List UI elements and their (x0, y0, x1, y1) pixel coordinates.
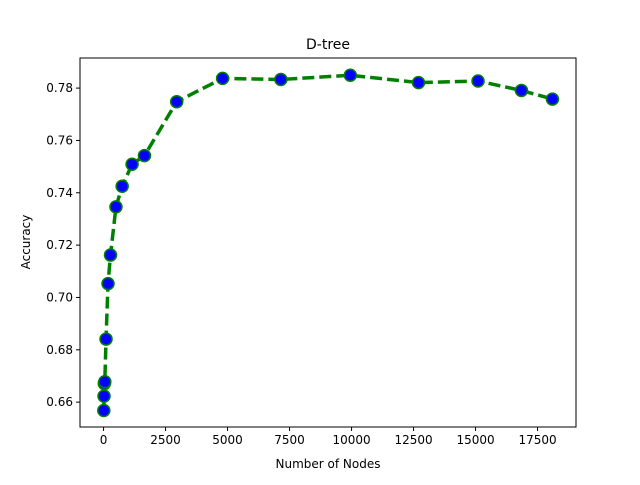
data-point (115, 179, 129, 193)
x-axis-label: Number of Nodes (276, 457, 381, 471)
x-tick-label: 7500 (274, 433, 305, 447)
data-point (411, 75, 426, 90)
y-tick-label: 0.78 (46, 81, 73, 95)
y-tick-label: 0.70 (46, 290, 73, 304)
data-point (215, 71, 230, 86)
y-tick-label: 0.72 (46, 238, 73, 252)
axes-frame (79, 57, 577, 428)
chart-title: D-tree (306, 37, 350, 53)
data-point (125, 157, 139, 172)
y-tick-label: 0.74 (46, 186, 73, 200)
plot-area (97, 68, 560, 418)
x-tick-label: 0 (100, 433, 108, 447)
data-point (514, 83, 529, 98)
x-tick-label: 15000 (456, 433, 494, 447)
y-tick-label: 0.76 (46, 133, 73, 147)
data-point (97, 403, 111, 418)
data-point (97, 389, 111, 403)
data-point (343, 68, 358, 83)
data-point (545, 92, 560, 106)
data-point (98, 374, 112, 389)
data-point (471, 74, 485, 88)
data-point (99, 332, 113, 346)
x-tick-label: 10000 (332, 433, 370, 447)
data-point (101, 276, 115, 291)
x-tick-label: 5000 (212, 433, 243, 447)
data-point (103, 248, 118, 262)
x-tick-label: 2500 (150, 433, 181, 447)
y-tick-label: 0.66 (46, 395, 73, 409)
x-tick-label: 12500 (394, 433, 432, 447)
data-point (169, 94, 184, 109)
data-point (109, 200, 123, 214)
data-point (274, 72, 288, 87)
x-tick-label: 17500 (518, 433, 556, 447)
y-axis-label: Accuracy (19, 215, 33, 270)
data-point (137, 148, 152, 163)
y-tick-label: 0.68 (46, 343, 73, 357)
